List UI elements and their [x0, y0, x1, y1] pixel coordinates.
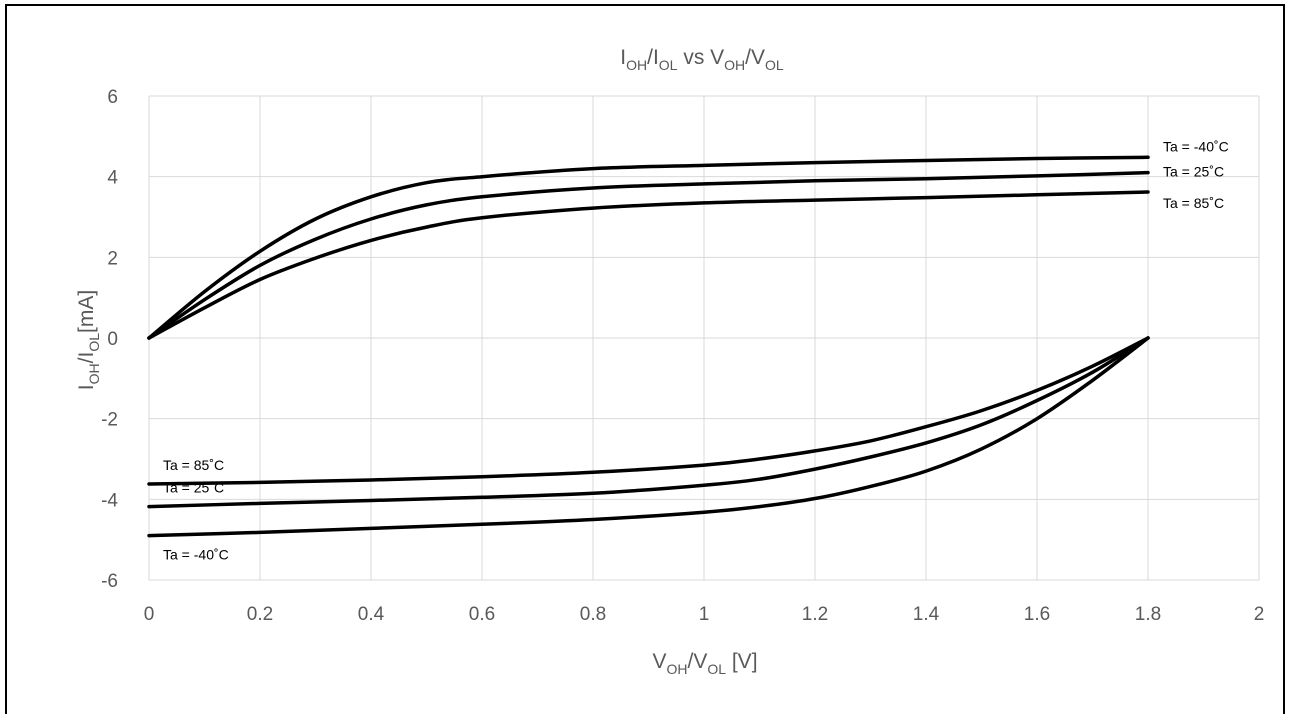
series-label: Ta = 25˚C	[1163, 164, 1224, 180]
series-label: Ta = -40˚C	[163, 547, 229, 563]
series-line-ioh-2	[147, 190, 1150, 340]
y-tick-label: 0	[107, 329, 118, 350]
y-tick-label: 6	[107, 87, 118, 108]
x-tick-label: 0.6	[469, 604, 495, 625]
x-tick-label: 0.4	[358, 604, 385, 625]
x-tick-label: 0.8	[580, 604, 606, 625]
y-tick-label: 2	[107, 248, 118, 269]
x-tick-label: 0	[144, 604, 155, 625]
series-label: Ta = 25˚C	[163, 480, 224, 496]
x-axis-title: VOH/VOL [V]	[652, 650, 757, 677]
x-tick-label: 0.2	[247, 604, 273, 625]
y-axis-title: IOH/IOL[mA]	[75, 290, 102, 390]
series-line-iol-5	[147, 336, 1150, 538]
series-lines	[147, 155, 1150, 538]
x-tick-label: 1.4	[913, 604, 940, 625]
x-tick-labels: 0 0.2 0.4 0.6 0.8 1 1.2 1.4 1.6 1.8 2	[144, 604, 1265, 625]
series-line-ioh-0	[147, 155, 1150, 340]
chart-title: IOH/IOL vs VOH/VOL	[620, 46, 784, 73]
y-tick-labels: 6 4 2 0 -2 -4 -6	[101, 87, 118, 592]
y-tick-label: -2	[101, 410, 118, 431]
series-label: Ta = 85˚C	[163, 457, 224, 473]
y-tick-label: 4	[107, 168, 118, 189]
y-tick-label: -6	[101, 571, 118, 592]
grid	[148, 95, 1260, 581]
x-tick-label: 1.2	[802, 604, 828, 625]
series-line-iol-4	[147, 336, 1150, 509]
series-annotations: Ta = -40˚C Ta = 25˚C Ta = 85˚C Ta = 85˚C Ta …	[163, 138, 1229, 562]
series-label: Ta = -40˚C	[1163, 138, 1229, 154]
x-tick-label: 2	[1254, 604, 1265, 625]
series-label: Ta = 85˚C	[1163, 195, 1224, 211]
chart-frame	[5, 4, 1285, 714]
y-tick-label: -4	[101, 490, 118, 511]
x-tick-label: 1.6	[1024, 604, 1050, 625]
x-tick-label: 1	[699, 604, 710, 625]
series-line-iol-3	[147, 336, 1150, 486]
series-line-ioh-1	[147, 170, 1150, 340]
x-tick-label: 1.8	[1135, 604, 1161, 625]
